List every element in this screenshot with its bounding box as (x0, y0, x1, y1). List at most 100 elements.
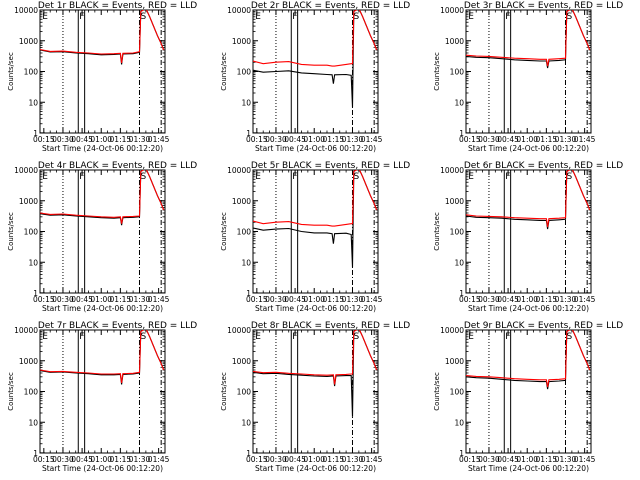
x-axis-label: Start Time (24-Oct-06 00:12:20) (255, 304, 376, 313)
x-tick-label: 01:30 (129, 295, 151, 304)
event-marker-f: F (505, 332, 510, 342)
chart-panel-3: Det 3r BLACK = Events, RED = LLD 1 10 100 10… (433, 1, 623, 153)
x-tick-label: 01:30 (342, 455, 364, 464)
plot-frame (465, 9, 592, 134)
y-tick-label: 1 (246, 449, 251, 458)
y-tick-label: 10000 (14, 6, 38, 15)
y-tick-label: 1 (246, 289, 251, 298)
event-marker-s: S (140, 172, 146, 182)
x-axis-label: Start Time (24-Oct-06 00:12:20) (468, 144, 589, 153)
y-tick-label: 1 (33, 449, 38, 458)
y-axis-label: Counts/sec (7, 372, 15, 411)
x-tick-label: 01:45 (148, 295, 170, 304)
y-tick-label: 100 (237, 68, 252, 77)
y-tick-label: 1 (246, 129, 251, 138)
x-tick-label: 01:45 (361, 295, 383, 304)
x-tick-label: 01:45 (148, 135, 170, 144)
x-axis-label: Start Time (24-Oct-06 00:12:20) (468, 304, 589, 313)
event-marker-f: F (79, 12, 84, 22)
x-tick-label: 01:15 (536, 135, 558, 144)
x-tick-label: 00:15 (459, 135, 481, 144)
x-tick-label: 00:30 (265, 135, 287, 144)
x-axis-label: Start Time (24-Oct-06 00:12:20) (255, 464, 376, 473)
event-marker-e: E (42, 12, 48, 22)
x-tick-label: 00:30 (478, 295, 500, 304)
y-axis-label: Counts/sec (7, 212, 15, 251)
event-marker-s: S (353, 332, 359, 342)
x-tick-label: 01:15 (110, 135, 132, 144)
plot-frame (39, 329, 166, 454)
y-tick-label: 100 (24, 228, 39, 237)
x-tick-label: 01:15 (110, 295, 132, 304)
chart-title: Det 8r BLACK = Events, RED = LLD (251, 321, 410, 331)
x-tick-label: 01:45 (148, 455, 170, 464)
x-tick-label: 00:30 (52, 455, 74, 464)
x-tick-label: 01:00 (90, 135, 112, 144)
x-tick-label: 00:15 (459, 455, 481, 464)
event-marker-s: S (566, 12, 572, 22)
x-axis-label: Start Time (24-Oct-06 00:12:20) (468, 464, 589, 473)
x-tick-label: 01:30 (129, 455, 151, 464)
lld-series-line (40, 330, 165, 383)
chart-title: Det 9r BLACK = Events, RED = LLD (464, 321, 623, 331)
y-tick-label: 10000 (227, 326, 251, 335)
x-tick-label: 00:30 (265, 455, 287, 464)
lld-series-line (253, 10, 378, 67)
x-tick-label: 00:30 (52, 295, 74, 304)
y-tick-label: 1000 (232, 357, 251, 366)
y-axis-label: Counts/sec (220, 212, 228, 251)
event-marker-f: F (505, 12, 510, 22)
y-tick-label: 10000 (227, 6, 251, 15)
x-tick-label: 01:45 (574, 295, 596, 304)
chart-title: Det 6r BLACK = Events, RED = LLD (464, 161, 623, 171)
chart-panel-2: Det 2r BLACK = Events, RED = LLD 1 10 100 10… (220, 1, 410, 153)
chart-panel-1: Det 1r BLACK = Events, RED = LLD 1 10 100 10… (7, 1, 197, 153)
event-marker-e: E (42, 172, 48, 182)
y-tick-label: 1000 (445, 37, 464, 46)
y-tick-label: 100 (24, 388, 39, 397)
y-tick-label: 10 (241, 258, 251, 267)
y-tick-label: 10 (28, 98, 38, 107)
x-tick-label: 00:45 (284, 295, 306, 304)
y-tick-label: 10 (28, 418, 38, 427)
x-tick-label: 01:15 (536, 455, 558, 464)
y-tick-label: 10000 (440, 6, 464, 15)
x-tick-label: 00:45 (284, 455, 306, 464)
y-axis-label: Counts/sec (220, 372, 228, 411)
chart-title: Det 3r BLACK = Events, RED = LLD (464, 1, 623, 11)
x-tick-label: 00:15 (246, 455, 268, 464)
y-axis-label: Counts/sec (433, 212, 441, 251)
x-tick-label: 01:15 (323, 295, 345, 304)
plot-frame (39, 169, 166, 294)
y-tick-label: 1000 (19, 197, 38, 206)
x-axis-label: Start Time (24-Oct-06 00:12:20) (42, 144, 163, 153)
x-tick-label: 01:30 (555, 455, 577, 464)
x-tick-label: 00:45 (497, 135, 519, 144)
event-marker-s: S (140, 12, 146, 22)
x-tick-label: 00:15 (246, 135, 268, 144)
x-tick-label: 01:45 (361, 135, 383, 144)
y-tick-label: 10000 (14, 326, 38, 335)
y-tick-label: 100 (237, 228, 252, 237)
chart-panel-7: Det 7r BLACK = Events, RED = LLD 1 10 100 10… (7, 321, 197, 473)
event-marker-f: F (79, 172, 84, 182)
event-marker-f: F (505, 172, 510, 182)
y-tick-label: 100 (450, 388, 465, 397)
x-tick-label: 01:00 (303, 455, 325, 464)
x-tick-label: 01:15 (110, 455, 132, 464)
lld-series-line (253, 170, 378, 227)
event-marker-e: E (255, 172, 261, 182)
y-tick-label: 1 (33, 289, 38, 298)
x-tick-label: 00:30 (478, 135, 500, 144)
chart-panel-5: Det 5r BLACK = Events, RED = LLD 1 10 100 10… (220, 161, 410, 313)
x-tick-label: 01:00 (90, 455, 112, 464)
x-tick-label: 00:45 (71, 135, 93, 144)
event-marker-s: S (353, 172, 359, 182)
event-marker-e: E (42, 332, 48, 342)
y-tick-label: 1 (459, 129, 464, 138)
x-tick-label: 00:15 (459, 295, 481, 304)
events-series-line (253, 10, 378, 108)
chart-panel-9: Det 9r BLACK = Events, RED = LLD 1 10 100 10… (433, 321, 623, 473)
y-tick-label: 100 (237, 388, 252, 397)
y-tick-label: 10 (454, 98, 464, 107)
